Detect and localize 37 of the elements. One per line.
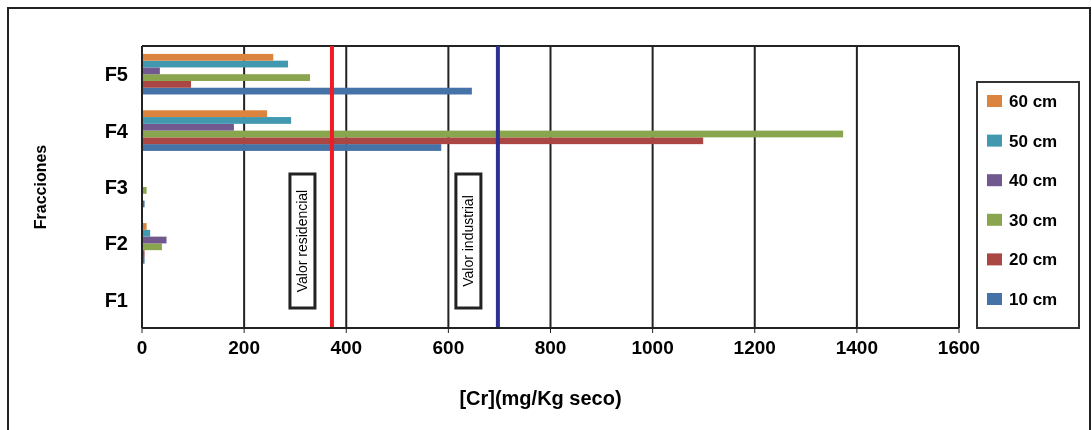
bar	[142, 117, 292, 124]
legend-label: 40 cm	[1009, 171, 1058, 191]
y-tick-label: F1	[104, 288, 128, 311]
x-tick-label: 0	[136, 337, 148, 358]
bar	[142, 110, 268, 118]
legend-label: 60 cm	[1009, 91, 1058, 111]
legend-label: 20 cm	[1009, 250, 1058, 270]
y-tick-label: F3	[104, 176, 128, 198]
x-tick-label: 1000	[631, 337, 674, 358]
bar	[142, 123, 234, 131]
bar	[142, 243, 162, 251]
legend-label: 10 cm	[1009, 289, 1058, 309]
bar	[142, 223, 147, 230]
bar	[142, 74, 310, 81]
x-axis-title: [Cr](mg/Kg seco)	[459, 387, 622, 409]
y-axis-title: Fracciones	[31, 144, 49, 230]
x-tick-label: 600	[432, 337, 465, 358]
bar	[142, 144, 442, 151]
x-tick-label: 1200	[733, 337, 776, 358]
x-tick-label: 400	[330, 337, 363, 358]
bar	[142, 67, 160, 75]
ref-line-label: Valor residencial	[294, 189, 311, 293]
y-tick-label: F2	[104, 232, 128, 255]
x-tick-label: 1600	[937, 337, 981, 358]
bar	[142, 187, 147, 194]
x-tick-label: 1400	[835, 337, 879, 358]
bar	[142, 53, 274, 61]
bar	[142, 137, 704, 145]
bar	[142, 87, 472, 95]
x-tick-label: 800	[534, 337, 567, 358]
legend-label: 50 cm	[1009, 131, 1058, 151]
ref-line-label: Valor industrial	[460, 195, 477, 287]
y-tick-label: F4	[104, 119, 129, 142]
legend-label: 30 cm	[1009, 210, 1058, 230]
bar	[142, 80, 192, 88]
y-tick-label: F5	[104, 63, 128, 86]
x-tick-label: 200	[228, 337, 260, 358]
